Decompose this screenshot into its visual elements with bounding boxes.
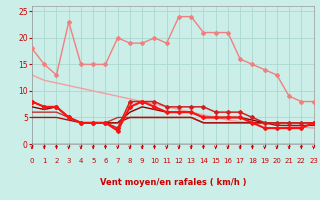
X-axis label: Vent moyen/en rafales ( km/h ): Vent moyen/en rafales ( km/h ): [100, 178, 246, 187]
